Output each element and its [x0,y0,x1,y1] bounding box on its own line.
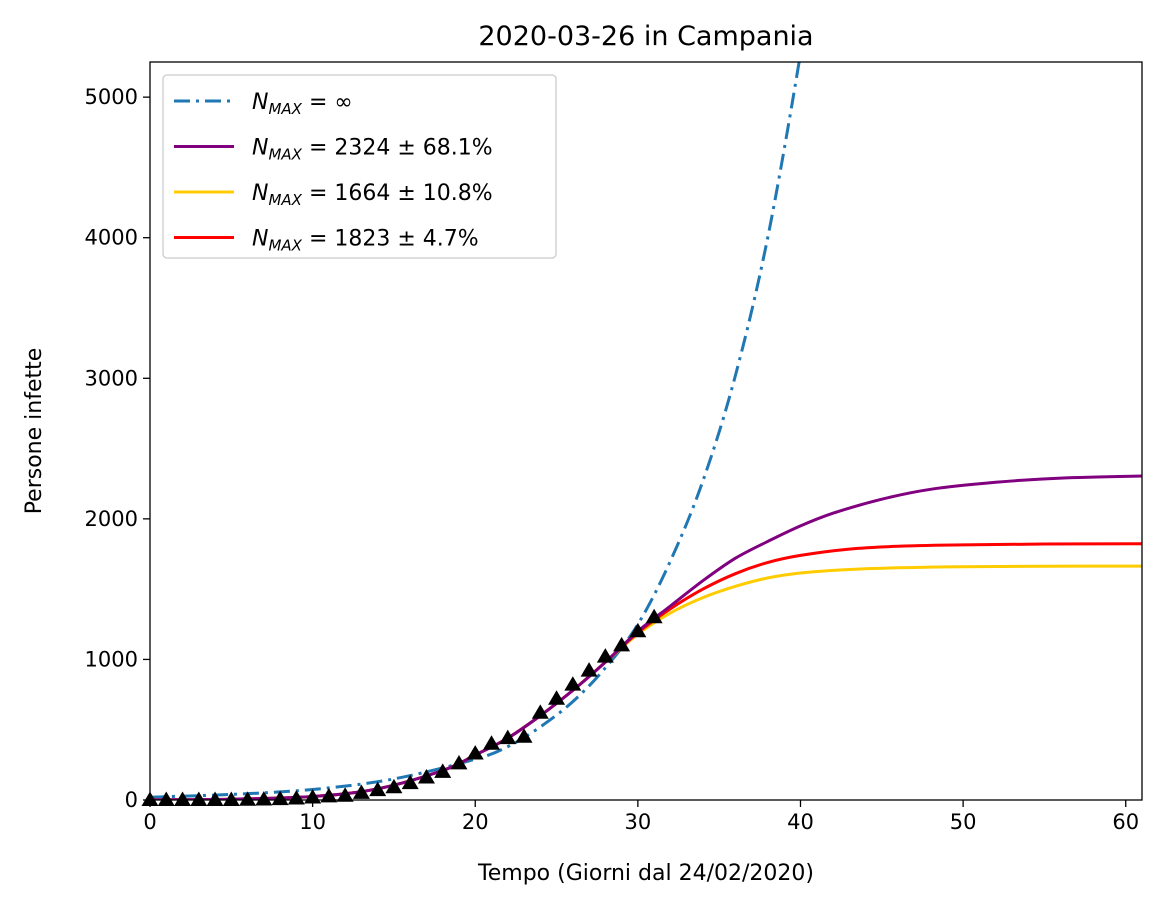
data-point-marker [645,608,663,624]
x-tick-label: 30 [625,810,652,834]
y-tick-label: 3000 [85,366,138,390]
x-tick-label: 50 [950,810,977,834]
data-point-marker [385,778,403,794]
legend-label-value: = 1823 ± 4.7% [302,227,479,252]
legend-label-subscript: MAX [268,100,302,118]
data-point-marker [466,745,484,760]
data-point-marker [271,790,289,806]
series-line [150,62,801,799]
data-point-marker [613,636,631,652]
legend-label: NMAX = 1664 ± 10.8% [252,181,493,209]
x-tick-label: 60 [1112,810,1139,834]
data-point-marker [434,763,452,778]
data-point-marker [190,791,208,806]
legend-label-main: N [252,136,268,161]
legend-label-value: = 2324 ± 68.1% [302,136,493,161]
data-point-marker [206,791,224,806]
data-point-marker [515,728,533,743]
x-axis-ticks: 0 10 20 30 40 50 60 [143,800,1139,834]
data-point-marker [629,622,647,638]
legend-label-main: N [252,181,268,206]
plot-frame [149,61,1143,801]
legend-label-subscript: MAX [268,237,302,255]
x-tick-label: 10 [299,810,326,834]
data-point-marker [564,676,582,691]
legend-label-main: N [252,90,268,115]
data-point-marker [580,662,598,677]
y-tick-label: 4000 [85,226,138,250]
x-axis-label: Tempo (Giorni dal 24/02/2020) [477,861,814,886]
data-point-marker [222,791,240,806]
legend-label: NMAX = 1823 ± 4.7% [252,227,479,255]
y-tick-label: 1000 [85,647,138,671]
y-tick-label: 2000 [85,507,138,531]
data-point-marker [157,791,175,806]
data-point-marker [255,791,273,806]
data-point-marker [531,704,549,719]
data-point-marker [174,791,192,806]
data-point-marker [320,787,338,803]
data-point-marker [369,781,387,797]
legend-label: NMAX = ∞ [252,90,353,118]
data-point-marker [483,735,501,750]
legend-label-main: N [252,227,268,252]
y-tick-label: 5000 [85,85,138,109]
data-point-marker [450,754,468,770]
x-tick-label: 40 [787,810,814,834]
legend-label-subscript: MAX [268,191,302,209]
legend-frame [162,74,557,259]
data-point-marker [239,791,257,806]
x-tick-label: 20 [462,810,489,834]
data-point-marker [417,769,435,784]
y-axis-label: Persone infette [22,348,47,515]
legend-label-value: = ∞ [302,90,353,115]
data-point-marker [499,729,517,745]
data-point-marker [548,690,566,705]
x-tick-label: 0 [143,810,156,834]
legend-label-subscript: MAX [268,146,302,164]
legend-label: NMAX = 2324 ± 68.1% [252,136,493,164]
data-point-marker [287,790,305,805]
data-point-marker [401,774,419,790]
y-axis-ticks: 0 1000 2000 3000 4000 5000 [85,85,150,812]
y-tick-label: 0 [125,788,138,812]
legend: NMAX = ∞NMAX = 2324 ± 68.1%NMAX = 1664 ±… [162,74,557,259]
data-point-marker [336,787,354,802]
data-point-marker [596,648,614,663]
data-point-marker [352,784,370,799]
chart-title: 2020-03-26 in Campania [478,21,813,52]
legend-label-value: = 1664 ± 10.8% [302,181,493,206]
